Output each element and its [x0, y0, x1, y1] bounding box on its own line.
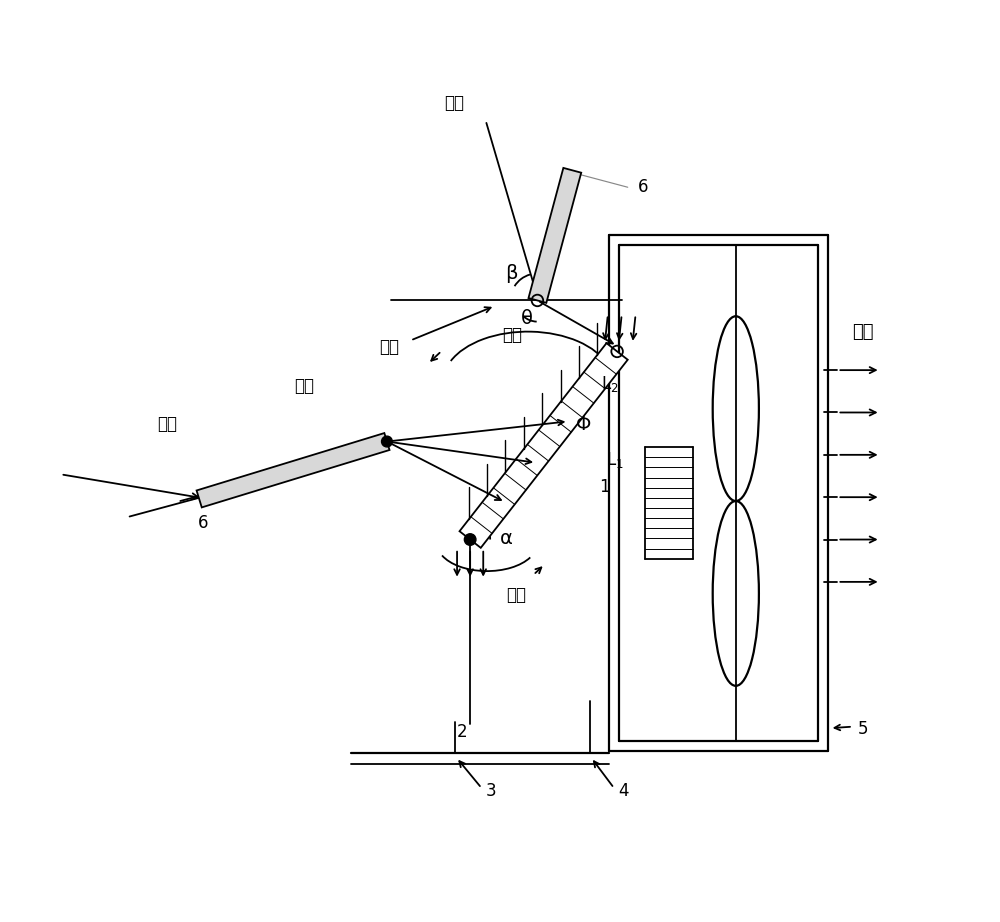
Text: 阳光: 阳光	[445, 94, 465, 112]
Text: L$_2$: L$_2$	[601, 374, 618, 394]
Text: 3: 3	[486, 782, 496, 800]
Text: L$_1$: L$_1$	[606, 450, 624, 470]
Text: α: α	[499, 529, 512, 549]
Text: 4: 4	[618, 782, 629, 800]
Text: 6: 6	[638, 178, 648, 195]
Text: 阳光: 阳光	[295, 376, 315, 395]
Text: β: β	[505, 264, 518, 283]
Text: 5: 5	[858, 720, 868, 739]
Text: 空气: 空气	[503, 326, 522, 345]
Polygon shape	[528, 168, 581, 302]
Circle shape	[464, 534, 476, 545]
Text: 空气: 空气	[506, 586, 526, 604]
Circle shape	[382, 436, 392, 447]
Polygon shape	[460, 343, 628, 548]
Text: 空气: 空气	[852, 323, 874, 340]
Text: Φ: Φ	[576, 415, 591, 434]
Text: 6: 6	[198, 514, 208, 532]
Text: 法线: 法线	[380, 337, 400, 356]
Text: θ: θ	[521, 309, 533, 327]
Text: 2: 2	[457, 724, 468, 741]
Text: 阳光: 阳光	[158, 415, 178, 433]
Text: 1: 1	[599, 478, 609, 495]
Polygon shape	[197, 433, 390, 507]
